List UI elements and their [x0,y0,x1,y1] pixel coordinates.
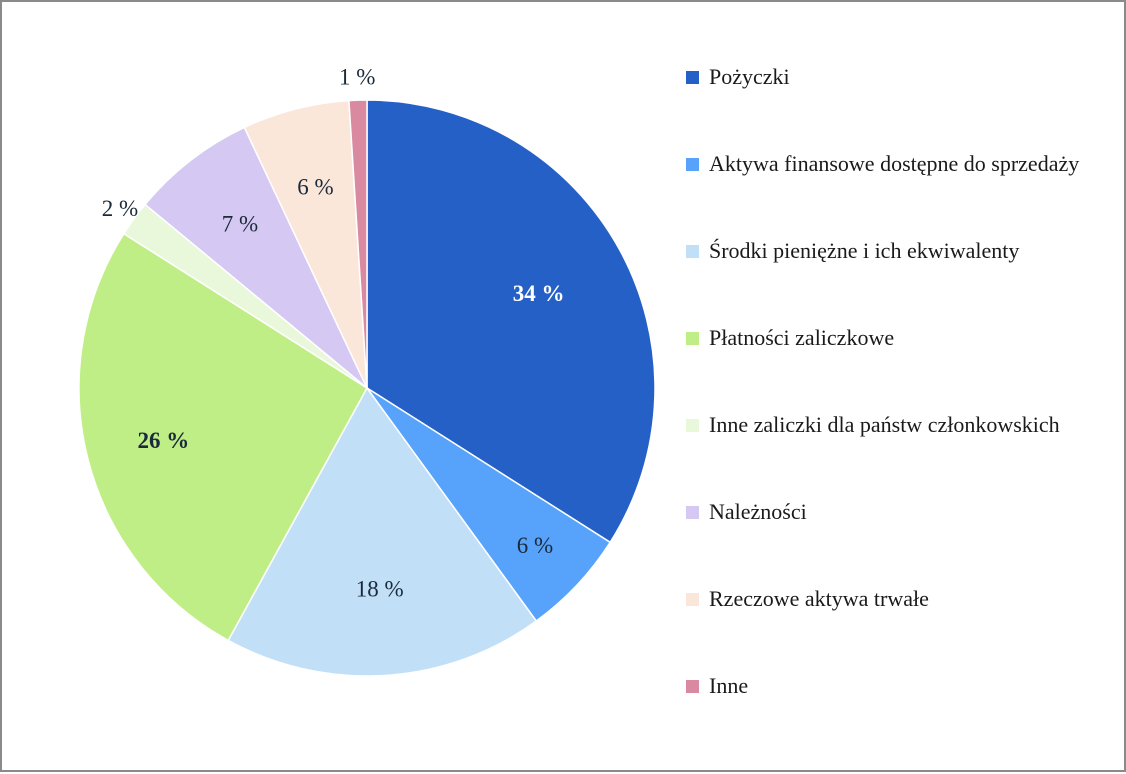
legend-label: Płatności zaliczkowe [709,325,895,350]
legend-item-6: Należności [686,497,807,527]
pie-slice-label-8: 1 % [339,65,375,90]
legend-item-7: Rzeczowe aktywa trwałe [686,584,929,614]
legend-item-4: Płatności zaliczkowe [686,323,894,353]
legend-label: Inne [709,673,749,698]
pie-slices [78,99,656,677]
legend-label: Środki pieniężne i ich ekwiwalenty [709,238,1020,263]
legend-swatch [686,70,699,84]
pie-slice-1 [366,99,656,544]
pie-slice-3 [227,386,538,677]
pie-slice-label-6: 7 % [222,212,258,237]
pie-slice-label-1: 34 % [513,281,565,306]
pie-slice-label-2: 6 % [517,533,553,558]
legend-label: Pożyczki [709,64,790,89]
pie-slice-label-4: 26 % [138,428,190,453]
legend-item-2: Aktywa finansowe dostępne do sprzedaży [686,149,1079,179]
legend-swatch [686,679,699,693]
legend-item-3: Środki pieniężne i ich ekwiwalenty [686,236,1019,266]
legend-label: Inne zaliczki dla państw członkowskich [709,412,1060,437]
legend-item-5: Inne zaliczki dla państw członkowskich [686,410,1060,440]
pie-slice-label-5: 2 % [102,196,138,221]
legend-swatch [686,331,699,345]
pie-slice-8 [348,99,368,389]
pie-slice-labels: 34 % 6 % 18 % 26 % 2 % 7 % 6 % 1 % [102,65,565,602]
legend-label: Rzeczowe aktywa trwałe [709,586,929,611]
legend-swatch [686,157,699,171]
pie-slice-label-7: 6 % [297,175,333,200]
legend-swatch [686,244,699,258]
legend-swatch [686,592,699,606]
legend-label: Należności [709,499,807,524]
pie-slice-6 [144,126,368,389]
pie-slice-label-3: 18 % [356,577,404,602]
pie-slice-4 [78,232,368,642]
legend-item-8: Inne [686,671,748,701]
legend-item-1: Pożyczki [686,62,790,92]
legend-swatch [686,505,699,519]
legend-label: Aktywa finansowe dostępne do sprzedaży [709,151,1080,176]
legend-swatch [686,418,699,432]
